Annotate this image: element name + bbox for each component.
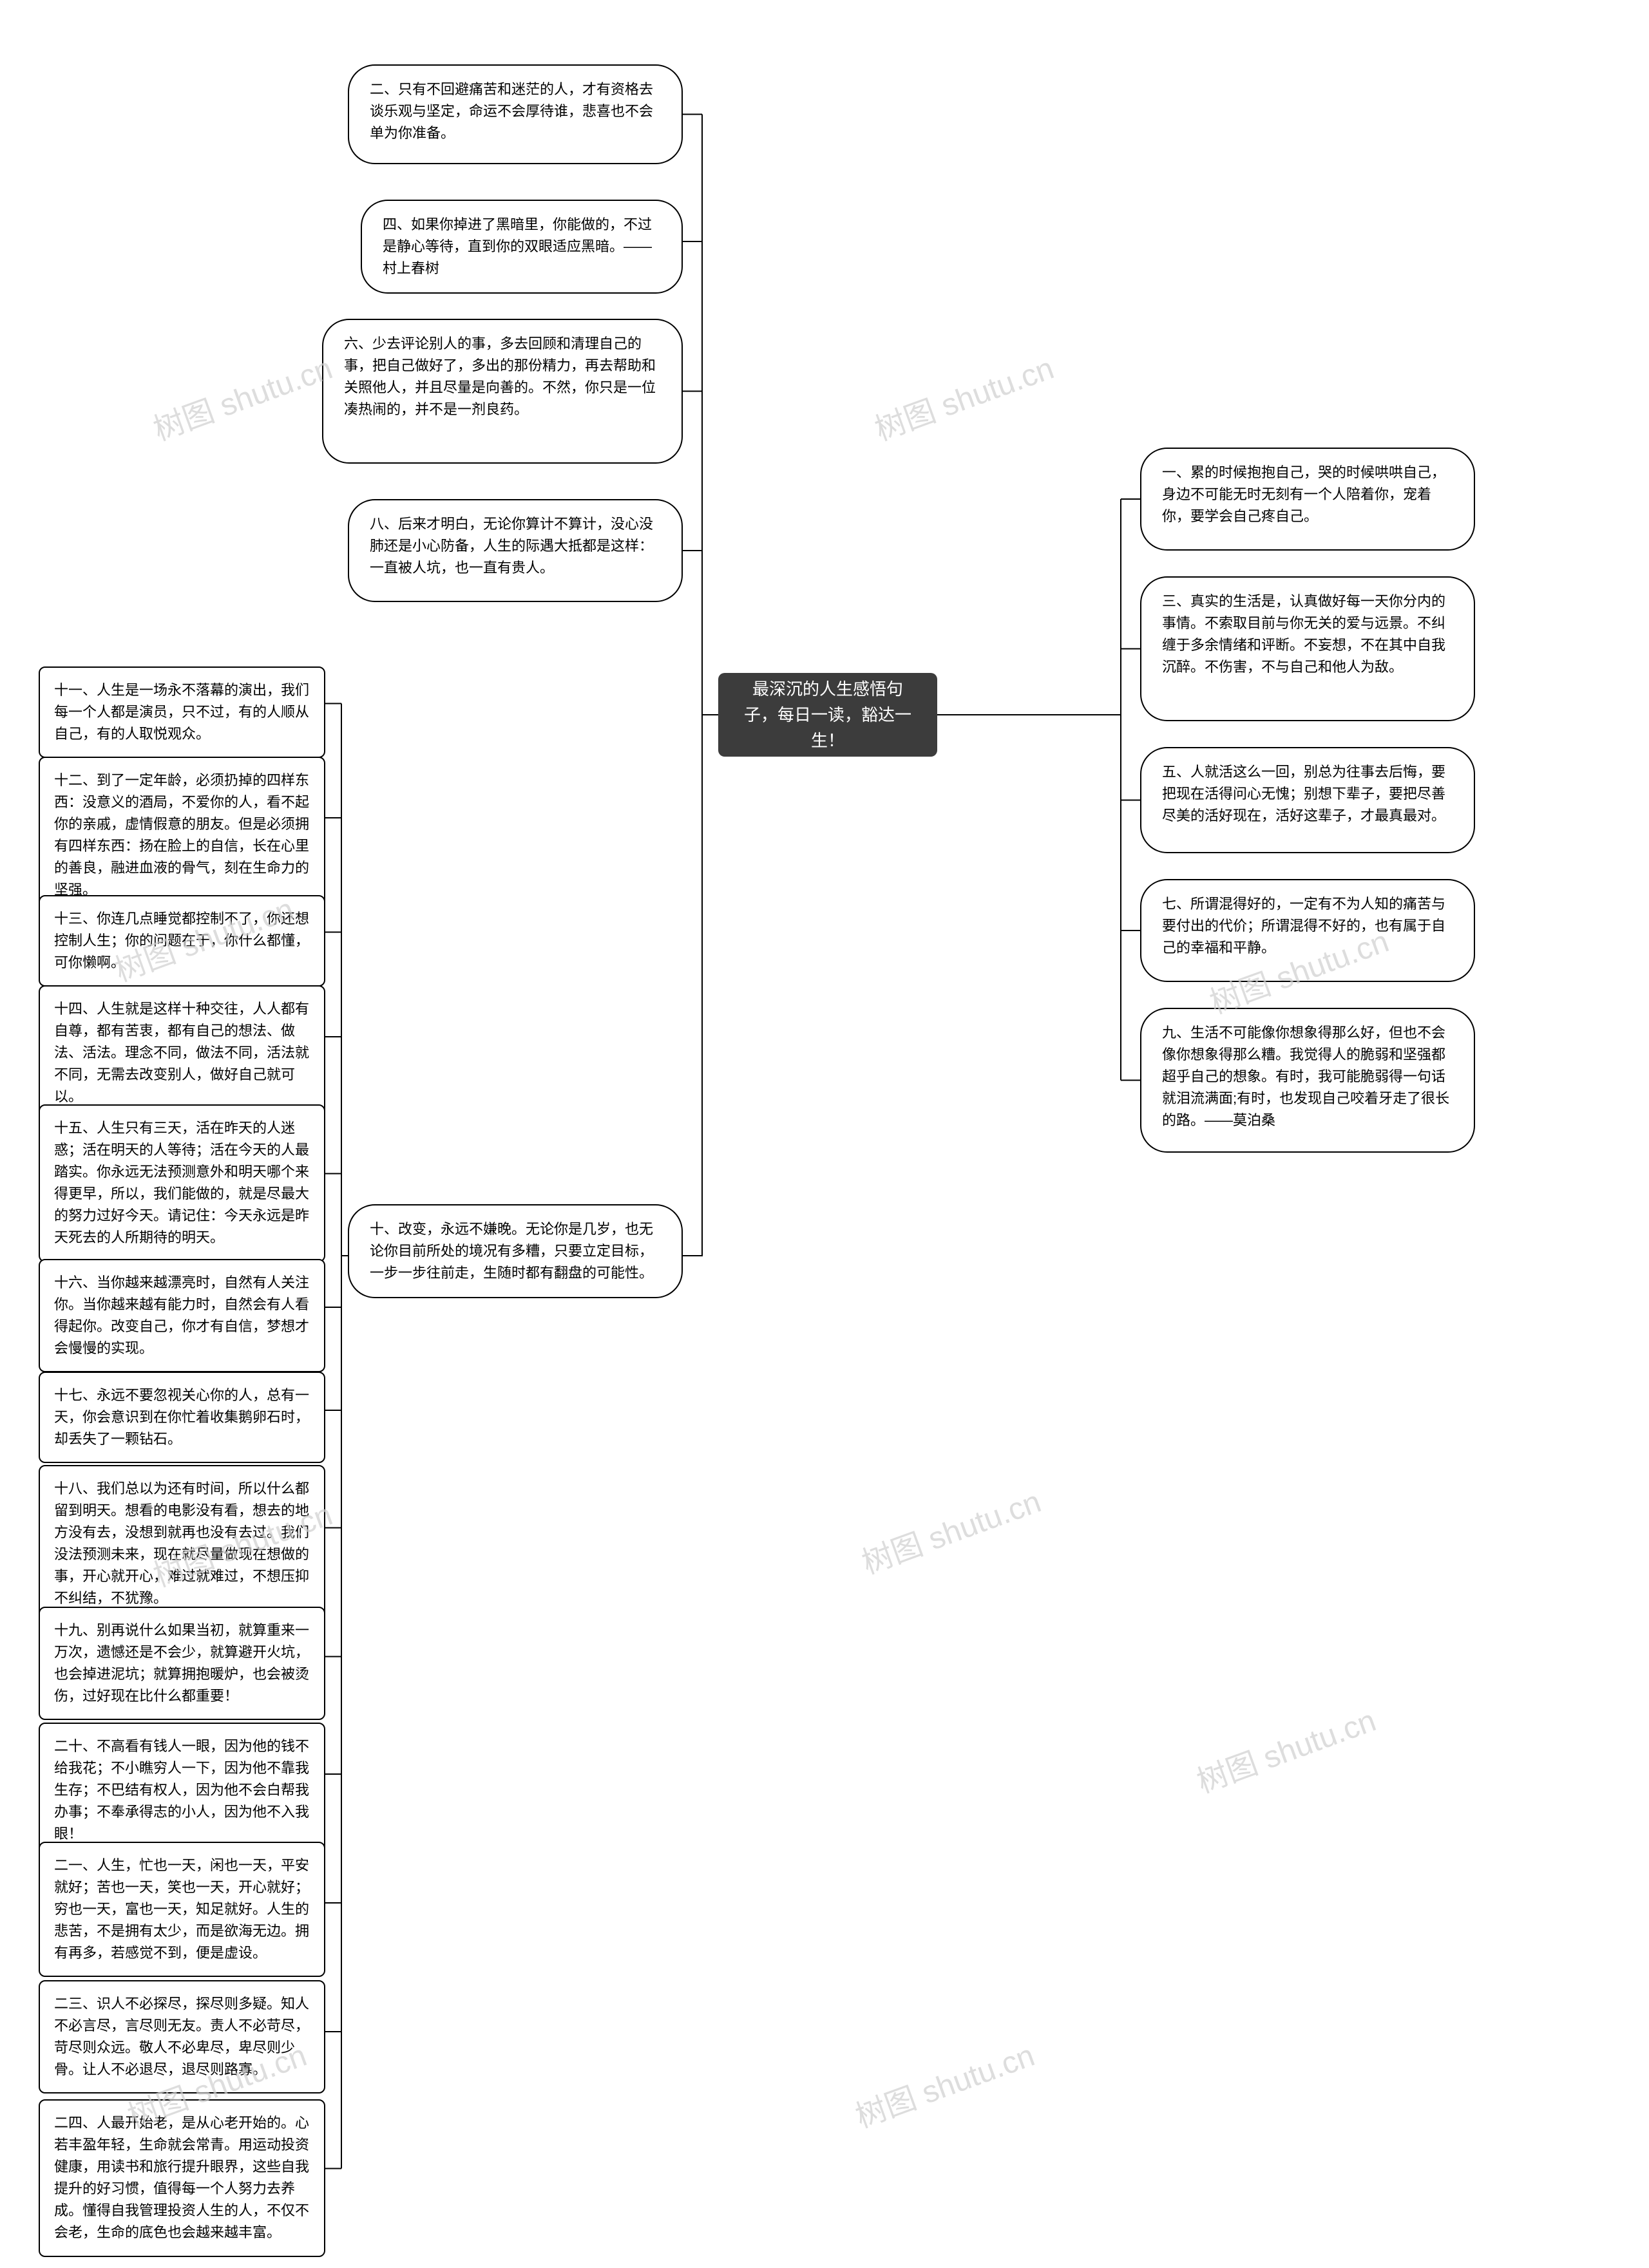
branch-node-p3: 三、真实的生活是，认真做好每一天你分内的事情。不索取目前与你无关的爱与远景。不纠… [1140,576,1475,721]
leaf-node-b18: 十八、我们总以为还有时间，所以什么都留到明天。想看的电影没有看，想去的地方没有去… [39,1465,325,1623]
leaf-node-b11: 十一、人生是一场永不落幕的演出，我们每一个人都是演员，只不过，有的人顺从自己，有… [39,666,325,758]
mindmap-canvas: 最深沉的人生感悟句子，每日一读，豁达一生！ 二、只有不回避痛苦和迷茫的人，才有资… [0,0,1649,2268]
branch-node-p5: 五、人就活这么一回，别总为往事去后悔，要把现在活得问心无愧；别想下辈子，要把尽善… [1140,747,1475,853]
leaf-node-b19: 十九、别再说什么如果当初，就算重来一万次，遗憾还是不会少，就算避开火坑，也会掉进… [39,1607,325,1720]
watermark: 树图 shutu.cn [1190,1695,1381,1801]
watermark: 树图 shutu.cn [848,2030,1040,2136]
watermark: 树图 shutu.cn [146,343,338,449]
leaf-node-b14: 十四、人生就是这样十种交往，人人都有自尊，都有苦衷，都有自己的想法、做法、活法。… [39,985,325,1120]
watermark: 树图 shutu.cn [868,343,1059,449]
leaf-node-b22: 二三、识人不必探尽，探尽则多疑。知人不必言尽，言尽则无友。责人不必苛尽，苛尽则众… [39,1980,325,2093]
leaf-node-b16: 十六、当你越来越漂亮时，自然有人关注你。当你越来越有能力时，自然会有人看得起你。… [39,1259,325,1372]
branch-node-p8: 八、后来才明白，无论你算计不算计，没心没肺还是小心防备，人生的际遇大抵都是这样：… [348,499,683,602]
watermark: 树图 shutu.cn [855,1476,1046,1582]
branch-node-p2: 二、只有不回避痛苦和迷茫的人，才有资格去谈乐观与坚定，命运不会厚待谁，悲喜也不会… [348,64,683,164]
leaf-node-b12: 十二、到了一定年龄，必须扔掉的四样东西：没意义的酒局，不爱你的人，看不起你的亲戚… [39,757,325,914]
branch-node-p1: 一、累的时候抱抱自己，哭的时候哄哄自己，身边不可能无时无刻有一个人陪着你，宠着你… [1140,448,1475,551]
branch-node-p10: 十、改变，永远不嫌晚。无论你是几岁，也无论你目前所处的境况有多糟，只要立定目标，… [348,1204,683,1298]
leaf-node-b20: 二十、不高看有钱人一眼，因为他的钱不给我花；不小瞧穷人一下，因为他不靠我生存；不… [39,1723,325,1858]
leaf-node-b21: 二一、人生，忙也一天，闲也一天，平安就好；苦也一天，笑也一天，开心就好；穷也一天… [39,1842,325,1977]
leaf-node-b15: 十五、人生只有三天，活在昨天的人迷惑；活在明天的人等待；活在今天的人最踏实。你永… [39,1104,325,1262]
center-node: 最深沉的人生感悟句子，每日一读，豁达一生！ [718,673,937,757]
branch-node-p7: 七、所谓混得好的，一定有不为人知的痛苦与要付出的代价；所谓混得不好的，也有属于自… [1140,879,1475,982]
leaf-node-b17: 十七、永远不要忽视关心你的人，总有一天，你会意识到在你忙着收集鹅卵石时，却丢失了… [39,1372,325,1463]
branch-node-p9: 九、生活不可能像你想象得那么好，但也不会像你想象得那么糟。我觉得人的脆弱和坚强都… [1140,1008,1475,1153]
branch-node-p4: 四、如果你掉进了黑暗里，你能做的，不过是静心等待，直到你的双眼适应黑暗。——村上… [361,200,683,294]
leaf-node-b23: 二四、人最开始老，是从心老开始的。心若丰盈年轻，生命就会常青。用运动投资健康，用… [39,2099,325,2257]
leaf-node-b13: 十三、你连几点睡觉都控制不了，你还想控制人生；你的问题在于，你什么都懂，可你懒啊… [39,895,325,987]
branch-node-p6: 六、少去评论别人的事，多去回顾和清理自己的事，把自己做好了，多出的那份精力，再去… [322,319,683,464]
